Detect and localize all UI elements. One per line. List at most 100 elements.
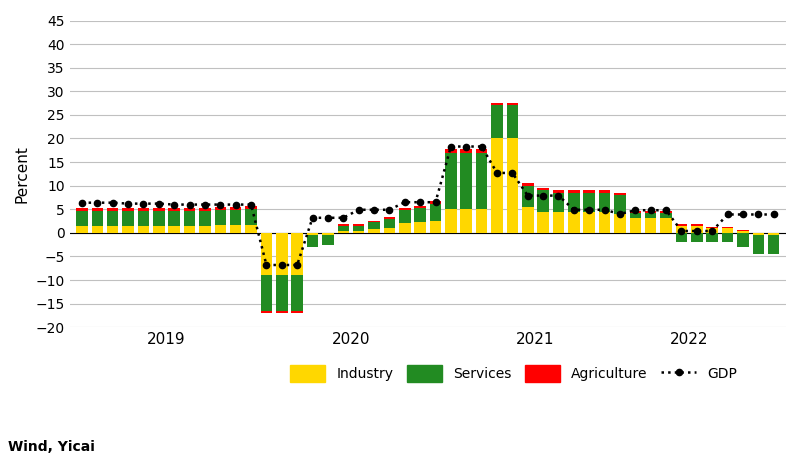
Bar — [414, 208, 426, 222]
Bar — [599, 212, 610, 233]
Bar — [676, 226, 687, 233]
Bar — [522, 207, 533, 233]
Bar — [76, 226, 88, 233]
Bar — [276, 233, 288, 275]
Bar — [399, 208, 411, 210]
Bar — [107, 208, 119, 211]
Bar — [537, 212, 549, 233]
Bar — [168, 208, 180, 211]
Bar — [583, 212, 595, 233]
Bar — [384, 217, 395, 219]
Bar — [322, 235, 334, 245]
Bar — [645, 211, 657, 213]
Bar — [722, 233, 734, 242]
Bar — [445, 209, 457, 233]
Bar — [260, 275, 272, 311]
Bar — [91, 226, 103, 233]
Bar — [183, 226, 195, 233]
Bar — [476, 209, 487, 233]
Bar — [123, 211, 134, 226]
Bar — [107, 226, 119, 233]
Bar — [476, 149, 487, 153]
Bar — [153, 211, 164, 226]
Bar — [276, 311, 288, 313]
Bar — [76, 208, 88, 211]
Bar — [183, 208, 195, 211]
Bar — [399, 224, 411, 233]
Bar — [722, 227, 734, 228]
Bar — [368, 221, 380, 222]
Bar — [445, 153, 457, 209]
Bar — [414, 222, 426, 233]
Bar — [537, 190, 549, 212]
Bar — [630, 218, 641, 233]
Bar — [414, 206, 426, 208]
Bar — [691, 224, 702, 226]
Bar — [614, 214, 626, 233]
Bar — [199, 226, 211, 233]
Bar — [384, 219, 395, 228]
Bar — [630, 213, 641, 218]
Bar — [199, 208, 211, 211]
Bar — [230, 225, 241, 233]
Bar — [123, 226, 134, 233]
Bar — [660, 211, 672, 213]
Bar — [614, 193, 626, 195]
Bar — [737, 230, 749, 233]
Bar — [276, 275, 288, 311]
Bar — [691, 226, 702, 233]
Bar — [430, 221, 441, 233]
Bar — [138, 226, 149, 233]
Bar — [706, 227, 718, 228]
Bar — [583, 190, 595, 193]
Bar — [353, 230, 364, 233]
Bar — [245, 209, 257, 225]
Bar — [491, 139, 503, 233]
Bar — [260, 311, 272, 313]
Bar — [506, 139, 518, 233]
Bar — [660, 213, 672, 218]
Bar — [245, 225, 257, 233]
Bar — [138, 211, 149, 226]
Bar — [353, 226, 364, 230]
Bar — [168, 211, 180, 226]
Bar — [461, 149, 472, 153]
Bar — [553, 193, 564, 212]
Bar — [337, 230, 349, 233]
Bar — [630, 211, 641, 213]
Bar — [461, 153, 472, 209]
Legend: Industry, Services, Agriculture, GDP: Industry, Services, Agriculture, GDP — [285, 360, 743, 388]
Bar — [168, 226, 180, 233]
Bar — [399, 210, 411, 224]
Bar — [245, 207, 257, 209]
Bar — [76, 211, 88, 226]
Bar — [614, 195, 626, 214]
Bar — [706, 228, 718, 233]
Bar — [491, 103, 503, 106]
Bar — [430, 201, 441, 204]
Bar — [183, 211, 195, 226]
Bar — [260, 233, 272, 275]
Bar — [553, 190, 564, 193]
Bar — [123, 208, 134, 211]
Bar — [568, 193, 580, 212]
Bar — [506, 106, 518, 139]
Bar — [676, 224, 687, 226]
Bar — [215, 225, 226, 233]
Bar — [522, 186, 533, 207]
Bar — [706, 233, 718, 242]
Bar — [430, 204, 441, 221]
Bar — [537, 188, 549, 190]
Bar — [292, 311, 303, 313]
Bar — [322, 233, 334, 235]
Bar — [337, 226, 349, 230]
Bar — [753, 233, 764, 235]
Bar — [753, 235, 764, 254]
Bar — [568, 212, 580, 233]
Bar — [138, 208, 149, 211]
Bar — [91, 208, 103, 211]
Bar — [583, 193, 595, 212]
Bar — [384, 228, 395, 233]
Bar — [292, 233, 303, 275]
Bar — [107, 211, 119, 226]
